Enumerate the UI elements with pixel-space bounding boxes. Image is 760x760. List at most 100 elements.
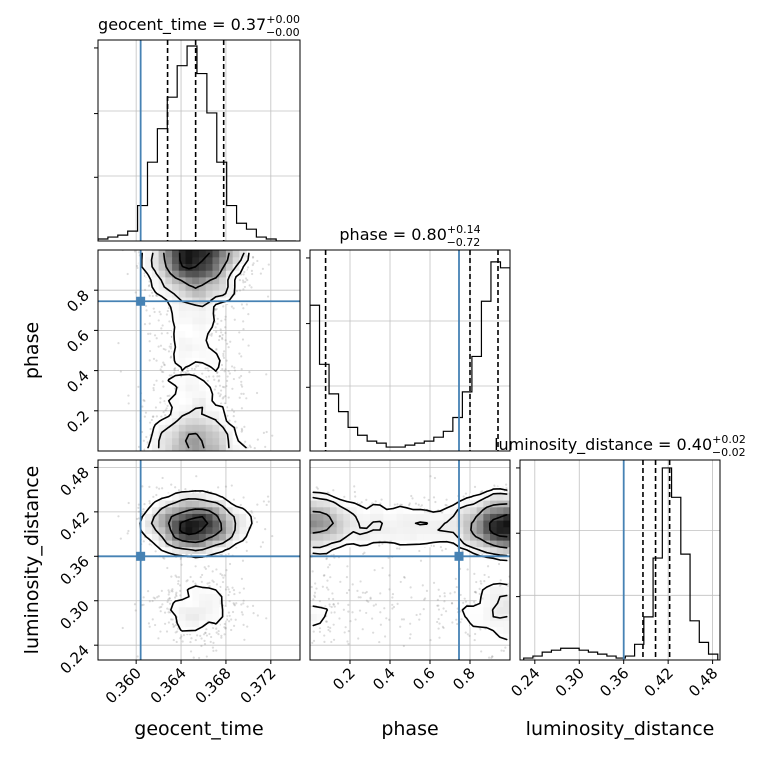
sample-point — [155, 359, 158, 362]
sample-point — [166, 394, 169, 398]
density-cell — [172, 256, 180, 264]
sample-point — [137, 385, 140, 388]
density-cell — [185, 250, 193, 258]
density-cell — [225, 283, 234, 291]
sample-point — [256, 259, 259, 263]
density-cell — [192, 303, 200, 311]
sample-point — [242, 599, 245, 602]
sample-point — [208, 333, 211, 336]
density-cell — [205, 263, 214, 271]
density-cell — [192, 444, 200, 451]
sample-point — [194, 582, 197, 585]
sample-point — [223, 402, 226, 405]
density-cell — [178, 404, 187, 412]
sample-point — [230, 305, 234, 308]
density-cell — [185, 343, 193, 352]
sample-point — [221, 580, 225, 584]
sample-point — [217, 379, 221, 382]
sample-point — [224, 394, 227, 398]
sample-point — [227, 611, 231, 614]
sample-point — [242, 587, 245, 590]
sample-point — [205, 628, 208, 631]
density-cell — [192, 417, 200, 425]
title-lower-error: −0.00 — [266, 26, 300, 39]
sample-point — [170, 618, 173, 621]
sample-point — [143, 448, 146, 451]
sample-point — [169, 356, 172, 359]
sample-point — [253, 446, 256, 450]
sample-point — [160, 332, 163, 335]
sample-point — [148, 340, 151, 343]
sample-point — [137, 445, 141, 449]
sample-point — [223, 370, 226, 373]
sample-point — [224, 331, 227, 335]
title-lower-error: −0.02 — [712, 446, 746, 459]
density-cell — [172, 303, 180, 311]
sample-point — [216, 371, 219, 374]
sample-point — [251, 272, 254, 276]
density-cell — [158, 250, 166, 258]
sample-point — [193, 367, 196, 371]
sample-point — [166, 600, 169, 603]
sample-point — [242, 307, 245, 310]
sample-point — [136, 655, 139, 658]
density-cell — [165, 444, 173, 451]
sample-point — [225, 569, 228, 572]
density-cell — [212, 430, 220, 439]
density-cell — [165, 430, 173, 439]
sample-point — [164, 414, 167, 417]
sample-point — [162, 385, 165, 388]
sample-point — [217, 380, 220, 383]
sample-point — [232, 589, 236, 592]
density-cell — [225, 430, 234, 439]
density-cell — [199, 330, 207, 338]
density-cell — [185, 357, 193, 365]
density-cell — [199, 424, 207, 432]
sample-point — [204, 367, 207, 370]
panel-background-diag-luminosity_distance — [520, 460, 720, 660]
sample-point — [262, 500, 265, 503]
sample-point — [224, 368, 227, 371]
sample-point — [232, 415, 235, 418]
density-cell — [205, 310, 214, 318]
sample-point — [220, 636, 223, 639]
sample-point — [117, 342, 120, 345]
sample-point — [162, 347, 165, 351]
density-cell — [178, 437, 187, 445]
density-cell — [172, 377, 180, 385]
sample-point — [223, 622, 226, 626]
density-cell — [192, 424, 200, 432]
sample-point — [227, 588, 230, 591]
density-cell — [172, 410, 180, 419]
sample-point — [152, 389, 155, 392]
sample-point — [155, 486, 158, 489]
density-cell — [192, 317, 200, 325]
sample-point — [233, 592, 236, 596]
density-cell — [192, 437, 200, 445]
sample-point — [154, 294, 158, 297]
density-cell — [185, 404, 193, 412]
density-cell — [219, 437, 227, 445]
sample-point — [174, 631, 177, 634]
sample-point — [151, 291, 154, 294]
sample-point — [149, 427, 152, 431]
sample-point — [147, 284, 151, 288]
sample-point — [142, 540, 145, 543]
sample-point — [210, 334, 213, 337]
density-cell — [205, 437, 214, 445]
sample-point — [159, 344, 163, 347]
sample-point — [127, 402, 130, 405]
sample-point — [232, 377, 235, 381]
density-cell — [199, 357, 207, 365]
sample-point — [240, 611, 244, 614]
sample-point — [148, 294, 151, 297]
sample-point — [147, 622, 151, 625]
panel-frame-geocent_time-vs-phase — [97, 249, 301, 452]
sample-point — [143, 288, 147, 291]
sample-point — [143, 415, 146, 418]
sample-point — [186, 370, 189, 373]
sample-point — [148, 502, 151, 505]
panel-frame-diag-phase — [309, 249, 511, 452]
sample-point — [244, 277, 248, 280]
density-cell — [205, 317, 214, 325]
